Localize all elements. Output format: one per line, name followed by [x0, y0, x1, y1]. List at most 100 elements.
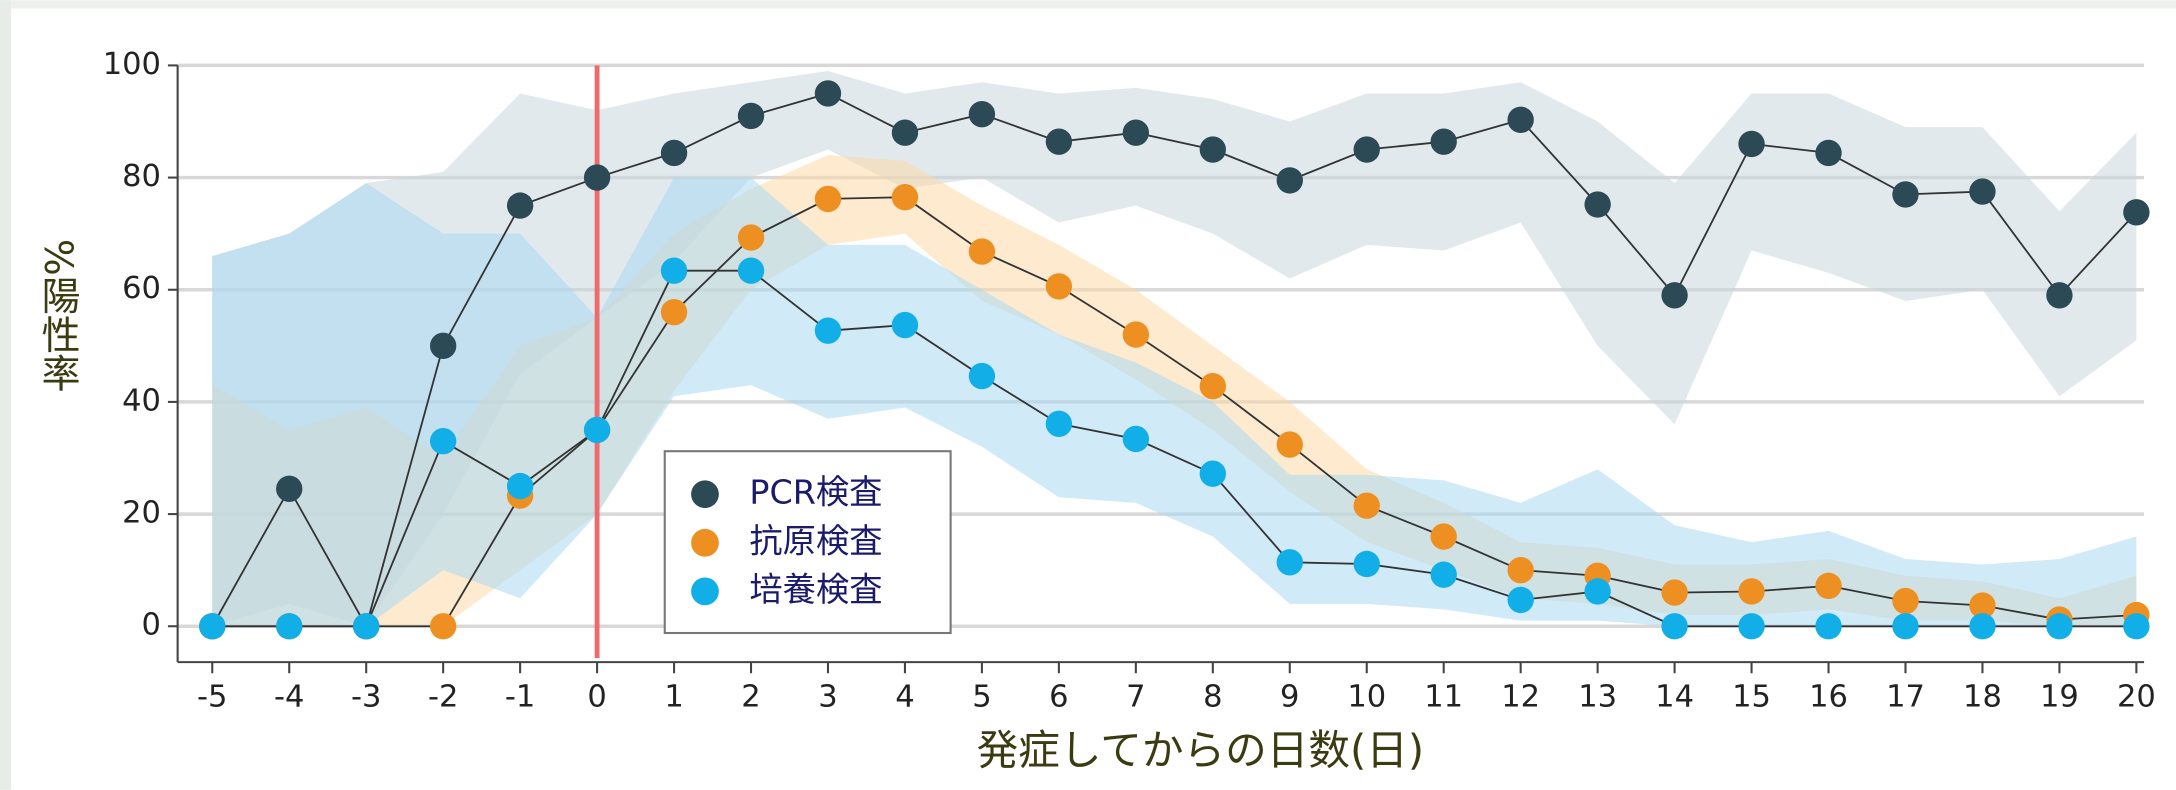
x-tick-label: 4 [895, 680, 914, 715]
legend-marker [691, 577, 719, 606]
x-tick-label: 14 [1655, 680, 1694, 715]
data-point [814, 317, 842, 344]
data-point [583, 416, 611, 444]
data-point [737, 224, 765, 251]
data-point [353, 613, 380, 640]
data-point [1892, 587, 1919, 615]
data-point [1276, 431, 1303, 458]
x-tick-label: -1 [505, 680, 535, 715]
x-tick-label: 18 [1963, 680, 2002, 715]
data-point [429, 613, 457, 640]
data-point [1738, 130, 1765, 158]
data-point [1584, 578, 1611, 605]
data-point [1815, 613, 1842, 640]
data-point [737, 102, 765, 130]
data-point [1045, 273, 1073, 300]
data-point [968, 238, 996, 265]
x-tick-label: 5 [972, 680, 991, 715]
data-point [1353, 550, 1380, 578]
data-point [1122, 425, 1150, 453]
data-point [1584, 191, 1611, 218]
data-point [2123, 613, 2150, 640]
data-point [2046, 282, 2073, 309]
x-tick-label: -4 [274, 680, 304, 715]
legend-label: 培養検査 [749, 570, 882, 609]
legend-label: 抗原検査 [749, 521, 882, 560]
top-strip [0, 0, 2176, 9]
confidence-band [212, 177, 2137, 627]
y-tick-label: 80 [122, 159, 161, 194]
data-point [2123, 199, 2150, 226]
data-point [506, 472, 534, 500]
data-point [1892, 181, 1919, 208]
data-point [1661, 282, 1688, 309]
x-tick-label: -3 [351, 680, 381, 715]
x-tick-label: 2 [741, 680, 760, 715]
data-point [1661, 579, 1688, 606]
data-point [1507, 106, 1534, 133]
data-point [1122, 119, 1150, 146]
x-tick-label: 1 [664, 680, 683, 715]
data-point [1199, 136, 1226, 163]
data-point [1122, 321, 1150, 348]
y-tick-label: 20 [122, 496, 161, 531]
y-tick-label: 60 [122, 271, 161, 306]
legend-marker [691, 528, 719, 557]
x-tick-label: 10 [1347, 680, 1386, 715]
data-point [1045, 128, 1073, 155]
y-tick-label: 100 [103, 47, 161, 82]
y-tick-label: 40 [122, 383, 161, 418]
data-point [1430, 561, 1457, 588]
y-axis-label: %陽性率 [35, 239, 80, 392]
data-point [968, 362, 996, 390]
data-point [1969, 592, 1996, 619]
x-tick-label: 6 [1049, 680, 1068, 715]
data-point [1969, 178, 1996, 205]
left-strip [0, 0, 12, 790]
x-tick-label: 8 [1203, 680, 1222, 715]
data-point [276, 475, 303, 503]
data-point [1738, 613, 1765, 640]
legend-label: PCR検査 [749, 473, 882, 512]
x-tick-label: -5 [197, 680, 227, 715]
x-tick-label: 3 [818, 680, 837, 715]
data-point [968, 101, 996, 128]
data-point [737, 257, 765, 284]
data-point [506, 192, 534, 219]
legend-marker [691, 480, 719, 509]
x-tick-label: 19 [2040, 680, 2079, 715]
data-point [583, 164, 611, 191]
data-point [1353, 136, 1380, 163]
data-point [660, 139, 688, 167]
data-point [1353, 492, 1380, 519]
data-point [891, 311, 919, 339]
data-point [660, 298, 688, 326]
data-point [276, 613, 303, 640]
data-point [1815, 139, 1842, 167]
x-tick-label: 9 [1280, 680, 1299, 715]
x-tick-label: 0 [587, 680, 606, 715]
data-point [1507, 556, 1534, 584]
x-tick-label: 17 [1886, 680, 1925, 715]
data-point [891, 184, 919, 211]
y-tick-label: 0 [142, 608, 161, 643]
data-point [814, 80, 842, 107]
data-point [1969, 613, 1996, 640]
x-tick-label: 15 [1732, 680, 1771, 715]
data-point [1430, 128, 1457, 155]
x-axis-label: 発症してからの日数(日) [977, 726, 1424, 775]
x-tick-label: 16 [1809, 680, 1848, 715]
x-tick-label: 13 [1578, 680, 1617, 715]
data-point [1507, 586, 1534, 614]
data-point [1661, 613, 1688, 640]
x-tick-label: -2 [428, 680, 458, 715]
data-point [199, 613, 226, 640]
data-point [429, 427, 457, 455]
data-point [1815, 572, 1842, 600]
x-tick-label: 20 [2117, 680, 2156, 715]
data-point [1276, 167, 1303, 194]
data-point [1199, 460, 1226, 487]
data-point [1045, 410, 1073, 437]
data-point [1738, 578, 1765, 605]
